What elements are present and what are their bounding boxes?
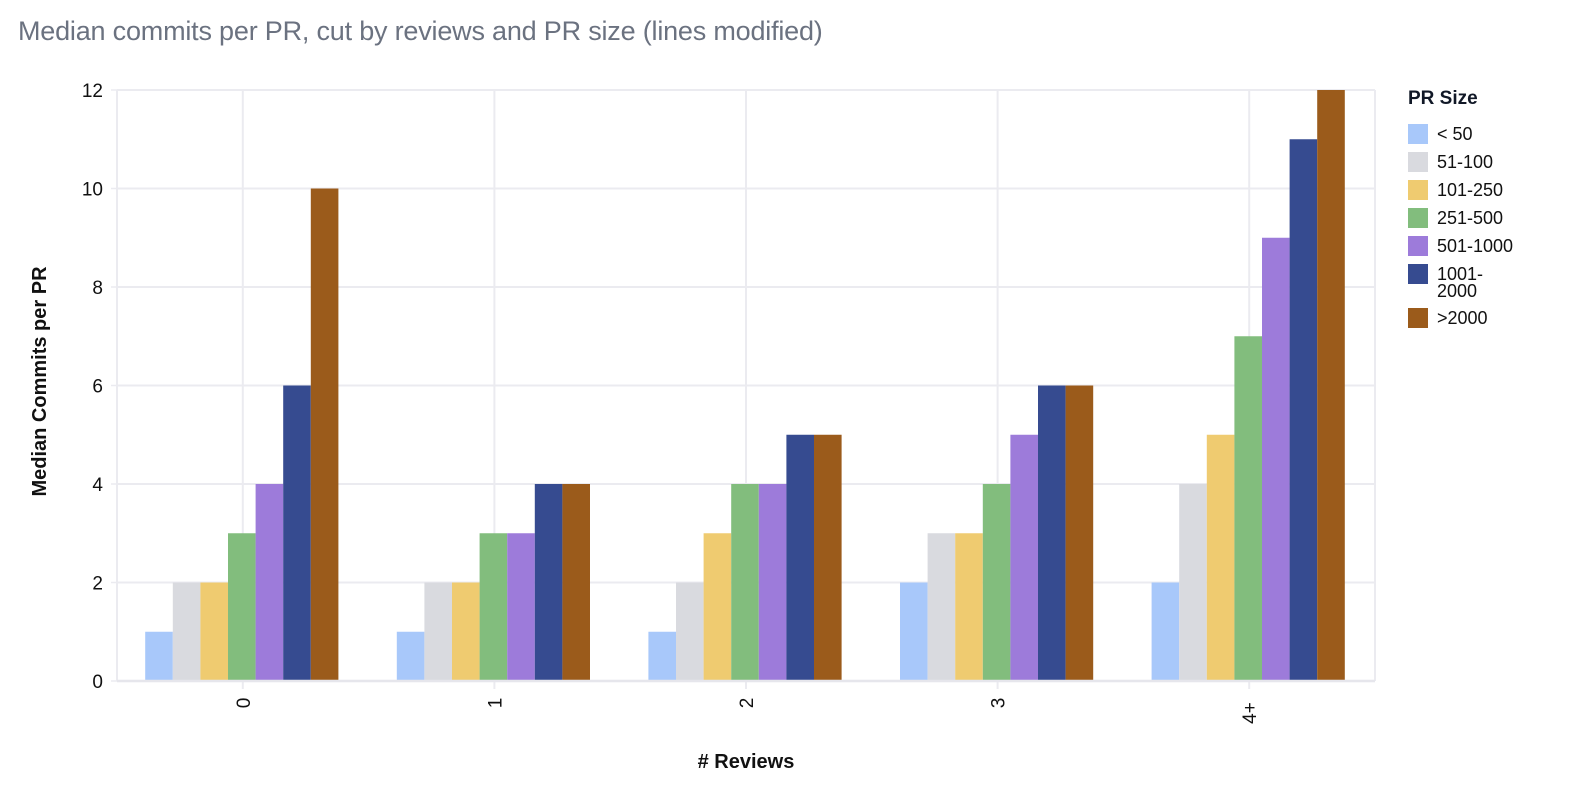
bar[interactable]: [786, 434, 814, 681]
x-tick-label: 0: [234, 698, 255, 709]
legend-swatch: [1408, 180, 1428, 200]
y-tick-label: 4: [92, 475, 103, 496]
bar[interactable]: [814, 434, 842, 681]
bar[interactable]: [1151, 582, 1180, 682]
legend-label: 251-500: [1437, 208, 1504, 228]
y-tick-label: 12: [82, 81, 103, 102]
bar[interactable]: [172, 582, 201, 682]
legend-label: 51-100: [1437, 152, 1494, 172]
bar[interactable]: [648, 631, 676, 681]
x-tick-label: 3: [989, 698, 1010, 709]
y-tick-label: 10: [82, 180, 103, 201]
legend-label: >2000: [1437, 308, 1488, 328]
legend: PR Size < 50 51-100 101-250 251-500 501-1000…: [1408, 88, 1527, 336]
legend-item[interactable]: 501-1000: [1408, 236, 1527, 256]
bar[interactable]: [703, 533, 732, 681]
bar[interactable]: [200, 582, 228, 682]
bar[interactable]: [1262, 237, 1290, 681]
legend-item[interactable]: 51-100: [1408, 152, 1527, 172]
legend-item[interactable]: < 50: [1408, 124, 1527, 144]
bar[interactable]: [255, 484, 284, 681]
bar[interactable]: [1038, 385, 1066, 682]
legend-item[interactable]: 251-500: [1408, 208, 1527, 228]
bar[interactable]: [1289, 139, 1318, 681]
bar[interactable]: [1206, 434, 1235, 681]
legend-swatch: [1408, 152, 1428, 172]
bar[interactable]: [283, 385, 311, 682]
bar[interactable]: [1234, 336, 1262, 681]
bar[interactable]: [424, 582, 452, 682]
legend-swatch: [1408, 308, 1428, 328]
bar[interactable]: [900, 582, 928, 682]
bar[interactable]: [507, 533, 535, 681]
x-tick-label: 1: [485, 698, 506, 709]
y-axis-label: Median Commits per PR: [29, 266, 51, 497]
x-tick-label: 2: [737, 698, 758, 709]
legend-title: PR Size: [1408, 88, 1478, 109]
legend-item[interactable]: 101-250: [1408, 180, 1527, 200]
y-tick-label: 8: [92, 278, 103, 299]
legend-swatch: [1408, 124, 1428, 144]
legend-swatch: [1408, 236, 1428, 256]
bar[interactable]: [562, 484, 590, 681]
bar[interactable]: [731, 484, 759, 681]
legend-item[interactable]: >2000: [1408, 308, 1527, 328]
bar[interactable]: [676, 582, 704, 682]
legend-label: < 50: [1437, 124, 1473, 144]
bar[interactable]: [1179, 484, 1207, 681]
bar[interactable]: [1010, 434, 1038, 681]
legend-label: 501-1000: [1437, 236, 1514, 256]
y-tick-label: 0: [92, 672, 103, 693]
bar[interactable]: [479, 533, 508, 681]
bar[interactable]: [228, 533, 256, 681]
bar[interactable]: [310, 188, 339, 682]
bar[interactable]: [955, 533, 983, 681]
legend-swatch: [1408, 264, 1428, 284]
legend-item[interactable]: 1001- 2000: [1408, 264, 1527, 300]
y-tick-label: 2: [92, 574, 103, 595]
bar[interactable]: [534, 484, 563, 681]
legend-label: 1001- 2000: [1437, 264, 1484, 301]
legend-label: 101-250: [1437, 180, 1504, 200]
bar[interactable]: [927, 533, 956, 681]
x-axis-label: # Reviews: [698, 751, 795, 773]
y-tick-label: 6: [92, 377, 103, 398]
bar[interactable]: [396, 631, 425, 681]
bar[interactable]: [758, 484, 787, 681]
x-tick-label: 4+: [1240, 702, 1261, 724]
bar[interactable]: [1317, 90, 1345, 681]
legend-swatch: [1408, 208, 1428, 228]
bar[interactable]: [1065, 385, 1094, 682]
bar[interactable]: [452, 582, 480, 682]
bar[interactable]: [145, 631, 173, 681]
bar[interactable]: [982, 484, 1011, 681]
chart-title: Median commits per PR, cut by reviews an…: [18, 16, 823, 46]
